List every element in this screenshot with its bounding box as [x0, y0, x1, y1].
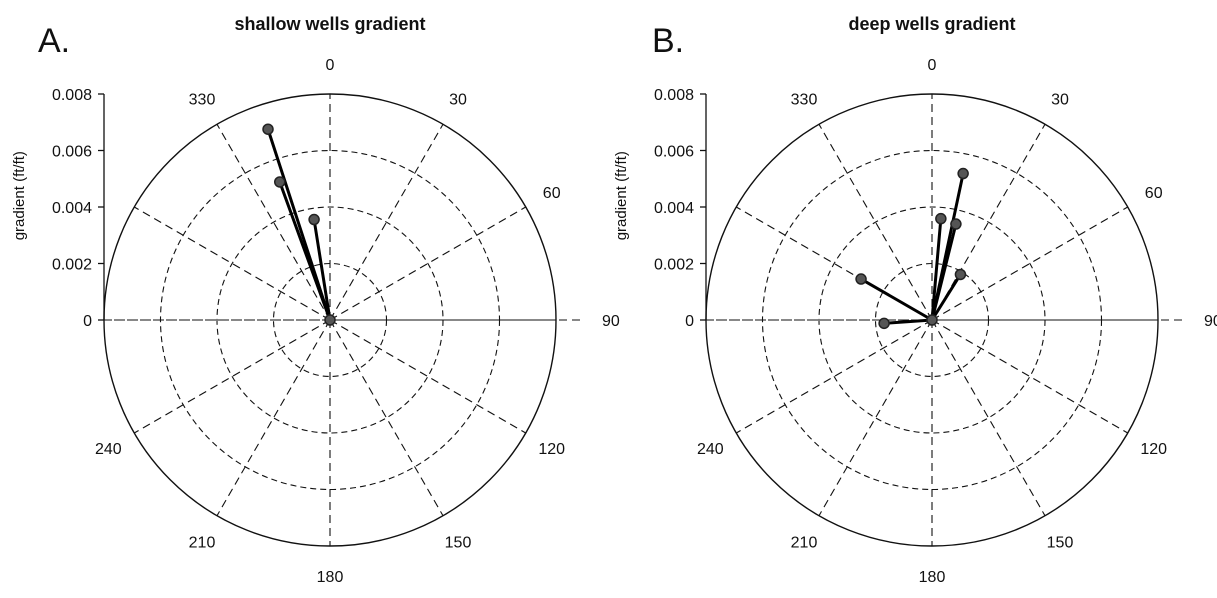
spoke-150 [329, 319, 444, 516]
angle-label-210: 210 [189, 535, 216, 552]
angle-label-330: 330 [791, 91, 818, 108]
angle-label-150: 150 [1047, 535, 1074, 552]
angle-label-120: 120 [538, 441, 565, 458]
angle-label-90: 90 [1204, 313, 1217, 330]
angle-label-0: 0 [326, 57, 335, 74]
origin-point [926, 314, 938, 326]
angle-label-120: 120 [1140, 441, 1167, 458]
data-point [878, 317, 890, 330]
radial-tick-label: 0.008 [52, 87, 92, 104]
angle-label-180: 180 [317, 569, 344, 586]
radial-tick-label: 0.006 [654, 144, 694, 161]
data-point [950, 218, 962, 230]
spoke-240 [736, 319, 933, 434]
spoke-330 [818, 124, 933, 321]
panel-letter: A. [38, 22, 70, 60]
spoke-240 [134, 319, 331, 434]
origin-point [324, 314, 336, 326]
polar-panel-2: B. deep wells gradient 0 30 60 90 120 150 180 210… [613, 14, 1217, 586]
radial-tick-label: 0.006 [52, 144, 92, 161]
radial-tick-label: 0.004 [654, 200, 694, 217]
spoke-30 [329, 124, 444, 321]
polar-panel-1: A. shallow wells gradient 0 30 60 90 120 150 180… [11, 14, 620, 586]
radial-tick-label: 0.002 [654, 257, 694, 274]
angle-label-240: 240 [95, 441, 122, 458]
data-point [935, 212, 947, 225]
spoke-60 [931, 206, 1128, 321]
angle-label-150: 150 [445, 535, 472, 552]
spoke-120 [329, 319, 526, 434]
angle-label-30: 30 [449, 91, 467, 108]
spoke-300 [134, 206, 331, 321]
data-point [957, 167, 969, 180]
spoke-150 [931, 319, 1046, 516]
panel-letter: B. [652, 22, 684, 60]
gradient-vector [312, 218, 332, 322]
y-axis-label: gradient (ft/ft) [613, 151, 630, 240]
angle-label-90: 90 [602, 313, 620, 330]
gradient-vector [930, 222, 958, 322]
spoke-210 [818, 319, 933, 516]
angle-label-240: 240 [697, 441, 724, 458]
y-axis-label: gradient (ft/ft) [11, 151, 28, 240]
panel-title: deep wells gradient [848, 14, 1015, 34]
angle-label-30: 30 [1051, 91, 1069, 108]
spoke-300 [736, 206, 933, 321]
radial-tick-label: 0.008 [654, 87, 694, 104]
angle-label-0: 0 [928, 57, 937, 74]
gradient-vector [882, 318, 934, 325]
data-point [262, 123, 274, 135]
data-point [308, 213, 320, 226]
radial-tick-label: 0 [685, 313, 694, 330]
spoke-330 [216, 124, 331, 321]
radial-tick-label: 0.004 [52, 200, 92, 217]
angle-label-180: 180 [919, 569, 946, 586]
panel-title: shallow wells gradient [234, 14, 425, 34]
radial-tick-label: 0.002 [52, 257, 92, 274]
spoke-30 [931, 124, 1046, 321]
radial-tick-label: 0 [83, 313, 92, 330]
gradient-vector [930, 272, 962, 322]
gradient-vector [930, 217, 943, 322]
gradient-vector [278, 180, 332, 322]
data-point [855, 273, 867, 285]
angle-label-210: 210 [791, 535, 818, 552]
spoke-120 [931, 319, 1128, 434]
angle-label-60: 60 [543, 185, 561, 202]
angle-label-60: 60 [1145, 185, 1163, 202]
spoke-60 [329, 206, 526, 321]
data-point [274, 176, 286, 188]
gradient-vector [859, 277, 934, 322]
angle-label-330: 330 [189, 91, 216, 108]
spoke-210 [216, 319, 331, 516]
data-point [954, 268, 967, 281]
